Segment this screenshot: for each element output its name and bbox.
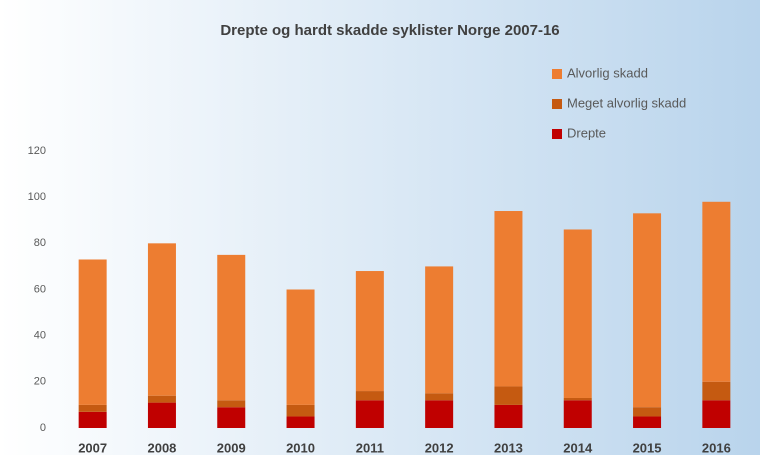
x-tick-label: 2015: [633, 440, 662, 455]
y-tick-label: 120: [28, 145, 46, 157]
bar-segment: [286, 289, 315, 405]
legend-swatch: [552, 129, 562, 139]
legend-label: Meget alvorlig skadd: [567, 95, 686, 110]
bar-segment: [494, 386, 523, 405]
bar-segment: [217, 407, 246, 428]
y-tick-label: 20: [34, 376, 46, 388]
bar-segment: [425, 266, 454, 394]
y-tick-label: 80: [34, 237, 46, 249]
bar-segment: [425, 400, 454, 428]
bar-segment: [494, 211, 523, 387]
bar-segment: [355, 400, 384, 428]
bar-segment: [78, 404, 107, 412]
bar-segment: [563, 397, 592, 401]
x-tick-label: 2011: [356, 440, 384, 455]
x-tick-label: 2013: [494, 440, 523, 455]
legend-label: Alvorlig skadd: [567, 65, 648, 80]
x-tick-label: 2012: [425, 440, 454, 455]
bar-segment: [702, 400, 731, 428]
bar-segment: [702, 381, 731, 401]
legend-swatch: [552, 69, 562, 79]
bar-segment: [633, 213, 662, 408]
bar-segment: [286, 416, 315, 428]
x-tick-label: 2008: [147, 440, 176, 455]
bar-segment: [78, 411, 107, 428]
bar-segment: [217, 400, 246, 408]
y-tick-label: 100: [28, 191, 46, 203]
x-tick-label: 2007: [78, 440, 107, 455]
x-tick-label: 2016: [702, 440, 731, 455]
bar-segment: [355, 271, 384, 392]
bar-segment: [563, 229, 592, 398]
chart-title: Drepte og hardt skadde syklister Norge 2…: [220, 22, 559, 39]
bar-segment: [355, 391, 384, 401]
bar-segment: [147, 243, 176, 396]
bar-segment: [633, 407, 662, 417]
bar-segment: [217, 254, 246, 401]
bar-segment: [286, 404, 315, 417]
bar-segment: [147, 402, 176, 428]
bar-segment: [78, 259, 107, 405]
legend-label: Drepte: [567, 125, 606, 140]
y-tick-label: 0: [40, 422, 46, 434]
y-tick-label: 40: [34, 330, 46, 342]
bar-segment: [702, 201, 731, 382]
x-tick-label: 2009: [217, 440, 246, 455]
bar-segment: [147, 395, 176, 403]
bar-segment: [563, 400, 592, 428]
bar-segment: [425, 393, 454, 401]
bar-segment: [633, 416, 662, 428]
legend-swatch: [552, 99, 562, 109]
y-tick-label: 60: [34, 283, 46, 295]
bar-segment: [494, 404, 523, 428]
x-tick-label: 2010: [286, 440, 315, 455]
x-tick-label: 2014: [563, 440, 593, 455]
